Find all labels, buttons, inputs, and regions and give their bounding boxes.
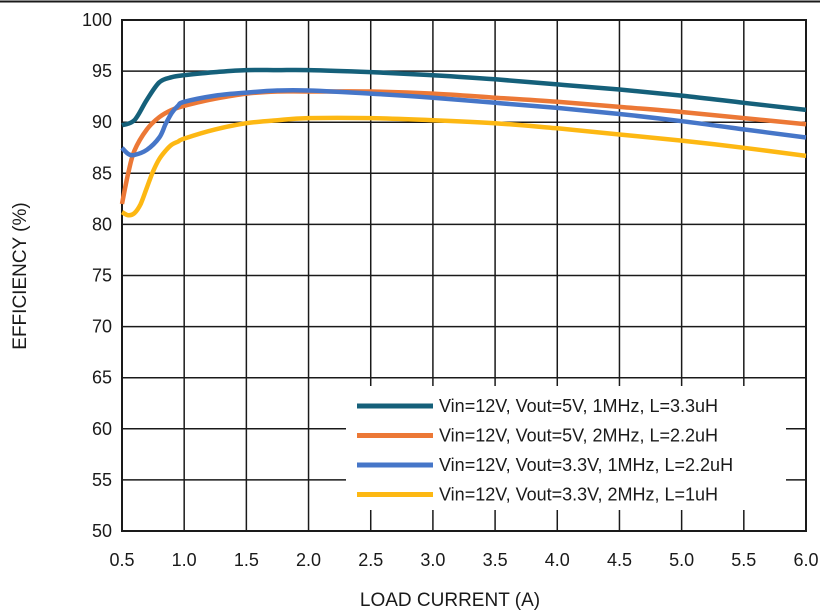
y-tick-label: 60 <box>92 419 112 439</box>
x-tick-label: 2.5 <box>358 550 383 570</box>
y-tick-labels: 50 55 60 65 70 75 80 85 90 95 100 <box>82 10 112 541</box>
y-tick-label: 90 <box>92 112 112 132</box>
x-tick-label: 1.0 <box>172 550 197 570</box>
y-axis-title: EFFICIENCY (%) <box>10 202 31 349</box>
x-axis-title: LOAD CURRENT (A) <box>360 590 540 611</box>
y-tick-label: 65 <box>92 368 112 388</box>
y-tick-label: 55 <box>92 470 112 490</box>
y-tick-label: 100 <box>82 10 112 30</box>
legend-label: Vin=12V, Vout=5V, 2MHz, L=2.2uH <box>439 426 718 446</box>
x-tick-label: 4.5 <box>607 550 632 570</box>
x-tick-label: 3.0 <box>420 550 445 570</box>
x-tick-label: 6.0 <box>793 550 818 570</box>
y-tick-label: 95 <box>92 61 112 81</box>
series-line-1 <box>121 67 807 128</box>
x-tick-label: 5.5 <box>731 550 756 570</box>
y-tick-label: 80 <box>92 214 112 234</box>
x-tick-label: 4.0 <box>545 550 570 570</box>
legend-label: Vin=12V, Vout=3.3V, 2MHz, L=1uH <box>439 485 718 505</box>
y-tick-label: 75 <box>92 266 112 286</box>
series-line-2 <box>119 89 807 205</box>
x-tick-label: 5.0 <box>669 550 694 570</box>
y-tick-label: 70 <box>92 317 112 337</box>
x-tick-label: 1.5 <box>234 550 259 570</box>
legend-label: Vin=12V, Vout=3.3V, 1MHz, L=2.2uH <box>439 455 733 475</box>
y-tick-label: 85 <box>92 163 112 183</box>
y-tick-label: 50 <box>92 521 112 541</box>
x-tick-label: 3.5 <box>483 550 508 570</box>
series-lines <box>119 67 807 218</box>
series-line-3 <box>120 87 807 158</box>
x-tick-label: 2.0 <box>296 550 321 570</box>
x-tick-labels: 0.5 1.0 1.5 2.0 2.5 3.0 3.5 4.0 4.5 5.0 5.5 6.0 <box>109 550 818 570</box>
series-line-4 <box>120 115 807 218</box>
plot-frame <box>121 19 807 532</box>
x-tick-label: 0.5 <box>109 550 134 570</box>
legend-label: Vin=12V, Vout=5V, 1MHz, L=3.3uH <box>439 396 718 416</box>
legend: Vin=12V, Vout=5V, 1MHz, L=3.3uH Vin=12V, … <box>346 386 786 510</box>
